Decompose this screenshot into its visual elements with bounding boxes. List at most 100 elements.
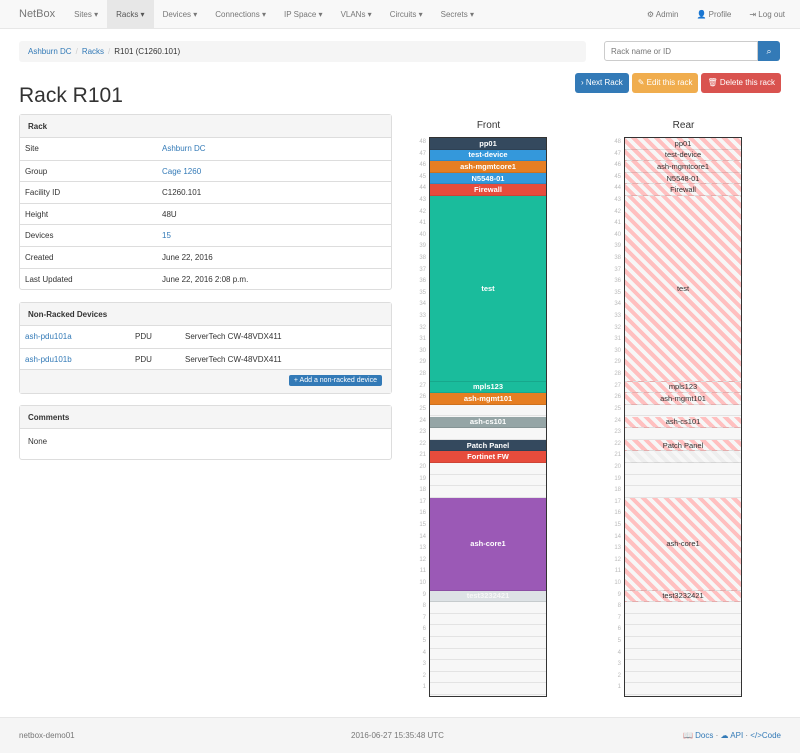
rack-device[interactable]: ash-mgmtcore1: [625, 161, 741, 173]
rack-unit[interactable]: [430, 475, 546, 487]
nav-item[interactable]: IP Space ▾: [284, 9, 323, 19]
unit-number: 40: [419, 231, 426, 238]
rack-unit[interactable]: [430, 405, 546, 417]
breadcrumb-site[interactable]: Ashburn DC: [28, 47, 72, 56]
add-non-racked-button[interactable]: + Add a non-racked device: [288, 375, 382, 387]
rack-device[interactable]: test: [430, 196, 546, 382]
nav-item[interactable]: Connections ▾: [215, 9, 266, 19]
nav-item[interactable]: Racks ▾: [107, 0, 154, 29]
rack-device[interactable]: test-device: [430, 149, 546, 162]
rack-unit[interactable]: [430, 463, 546, 475]
unit-number: 46: [419, 162, 426, 169]
logout-link[interactable]: ⇥ Log out: [749, 10, 785, 19]
rack-unit[interactable]: [625, 463, 741, 475]
rack-unit[interactable]: [625, 637, 741, 649]
unit-number: 22: [614, 440, 621, 447]
rack-device[interactable]: ash-mgmt101: [625, 393, 741, 405]
rack-device[interactable]: N5548-01: [430, 172, 546, 185]
rack-device[interactable]: Patch Panel: [625, 439, 741, 452]
rack-device[interactable]: ash-cs101: [625, 416, 741, 429]
rack-device[interactable]: ash-mgmtcore1: [430, 161, 546, 173]
unit-number: 34: [419, 301, 426, 308]
device-label: test3232421: [466, 591, 510, 601]
next-rack-button[interactable]: › Next Rack: [574, 73, 629, 93]
device-link[interactable]: ash-pdu101b: [25, 354, 72, 364]
unit-number: 16: [419, 510, 426, 517]
rack-device[interactable]: test3232421: [430, 590, 546, 603]
rack-unit[interactable]: [430, 649, 546, 661]
unit-number: 44: [614, 185, 621, 192]
api-link[interactable]: ☁ API: [720, 731, 744, 740]
rack-device[interactable]: ash-core1: [625, 497, 741, 591]
rack-device[interactable]: ash-cs101: [430, 416, 546, 429]
rack-device[interactable]: pp01: [430, 138, 546, 150]
rack-device[interactable]: test: [625, 196, 741, 382]
admin-link[interactable]: ⚙ Admin: [646, 10, 679, 19]
detail-row: Group Cage 1260: [20, 159, 391, 182]
rack-device[interactable]: Fortinet FW: [430, 451, 546, 463]
rack-unit[interactable]: [625, 625, 741, 637]
rack-device[interactable]: N5548-01: [625, 172, 741, 185]
rack-unit[interactable]: [625, 428, 741, 440]
edit-rack-button[interactable]: ✎ Edit this rack: [631, 73, 699, 93]
rack-device[interactable]: test3232421: [625, 590, 741, 603]
rack-device[interactable]: mpls123: [625, 381, 741, 394]
rack-device[interactable]: ash-core1: [430, 497, 546, 591]
profile-link[interactable]: 👤 Profile: [696, 10, 732, 19]
rack-unit[interactable]: [625, 486, 741, 498]
rack-unit[interactable]: [430, 602, 546, 614]
rack-device[interactable]: Firewall: [430, 184, 546, 196]
rack-device[interactable]: test-device: [625, 149, 741, 162]
unit-number: 31: [614, 336, 621, 343]
rack-unit[interactable]: [430, 660, 546, 672]
detail-value[interactable]: 15: [162, 231, 171, 241]
detail-value[interactable]: Ashburn DC: [162, 144, 206, 153]
rack-unit[interactable]: [625, 660, 741, 672]
rack-device[interactable]: mpls123: [430, 381, 546, 394]
rack-unit[interactable]: [430, 428, 546, 440]
nav-item[interactable]: Circuits ▾: [389, 9, 423, 19]
breadcrumb: Ashburn DC / Racks / R101 (C1260.101): [19, 41, 586, 62]
rack-device[interactable]: pp01: [625, 138, 741, 150]
device-label: Firewall: [670, 185, 696, 195]
rack-unit[interactable]: [625, 405, 741, 417]
breadcrumb-racks[interactable]: Racks: [81, 47, 105, 56]
rack-device[interactable]: [625, 451, 741, 463]
unit-number: 28: [419, 371, 426, 378]
unit-number: 18: [419, 487, 426, 494]
unit-number: 12: [614, 556, 621, 563]
brand-logo[interactable]: NetBox: [19, 8, 56, 20]
device-link[interactable]: ash-pdu101a: [25, 332, 72, 341]
rack-unit[interactable]: [625, 614, 741, 626]
code-link[interactable]: </>Code: [750, 731, 781, 740]
rack-unit[interactable]: [430, 637, 546, 649]
rack-unit[interactable]: [430, 614, 546, 626]
nav-item[interactable]: Devices ▾: [162, 9, 198, 19]
rack-unit[interactable]: [625, 672, 741, 684]
unit-number: 2: [422, 672, 426, 679]
detail-value[interactable]: Cage 1260: [162, 166, 202, 176]
rack-device[interactable]: Firewall: [625, 184, 741, 196]
rack-unit[interactable]: [625, 475, 741, 487]
nav-item[interactable]: Secrets ▾: [440, 9, 474, 19]
unit-number: 37: [419, 266, 426, 273]
rack-device[interactable]: ash-mgmt101: [430, 393, 546, 405]
rack-unit[interactable]: [625, 602, 741, 614]
docs-link[interactable]: 📖 Docs: [682, 731, 714, 740]
device-label: test: [481, 283, 495, 293]
rack-unit[interactable]: [430, 625, 546, 637]
rack-device[interactable]: Patch Panel: [430, 439, 546, 452]
nav-item[interactable]: VLANs ▾: [340, 9, 372, 19]
delete-rack-button[interactable]: 🗑 Delete this rack: [701, 73, 781, 93]
rack-unit[interactable]: [625, 683, 741, 695]
rack-unit[interactable]: [430, 672, 546, 684]
unit-number: 19: [614, 475, 621, 482]
rack-unit[interactable]: [625, 649, 741, 661]
search-input[interactable]: [604, 41, 758, 61]
breadcrumb-current: R101 (C1260.101): [114, 47, 181, 56]
search-button[interactable]: ⌕: [758, 41, 780, 61]
rack-rear: pp01 test-device ash-mgmtcore1 N5548-01 Fire…: [624, 137, 742, 697]
nav-item[interactable]: Sites ▾: [74, 9, 99, 19]
rack-unit[interactable]: [430, 683, 546, 695]
rack-unit[interactable]: [430, 486, 546, 498]
